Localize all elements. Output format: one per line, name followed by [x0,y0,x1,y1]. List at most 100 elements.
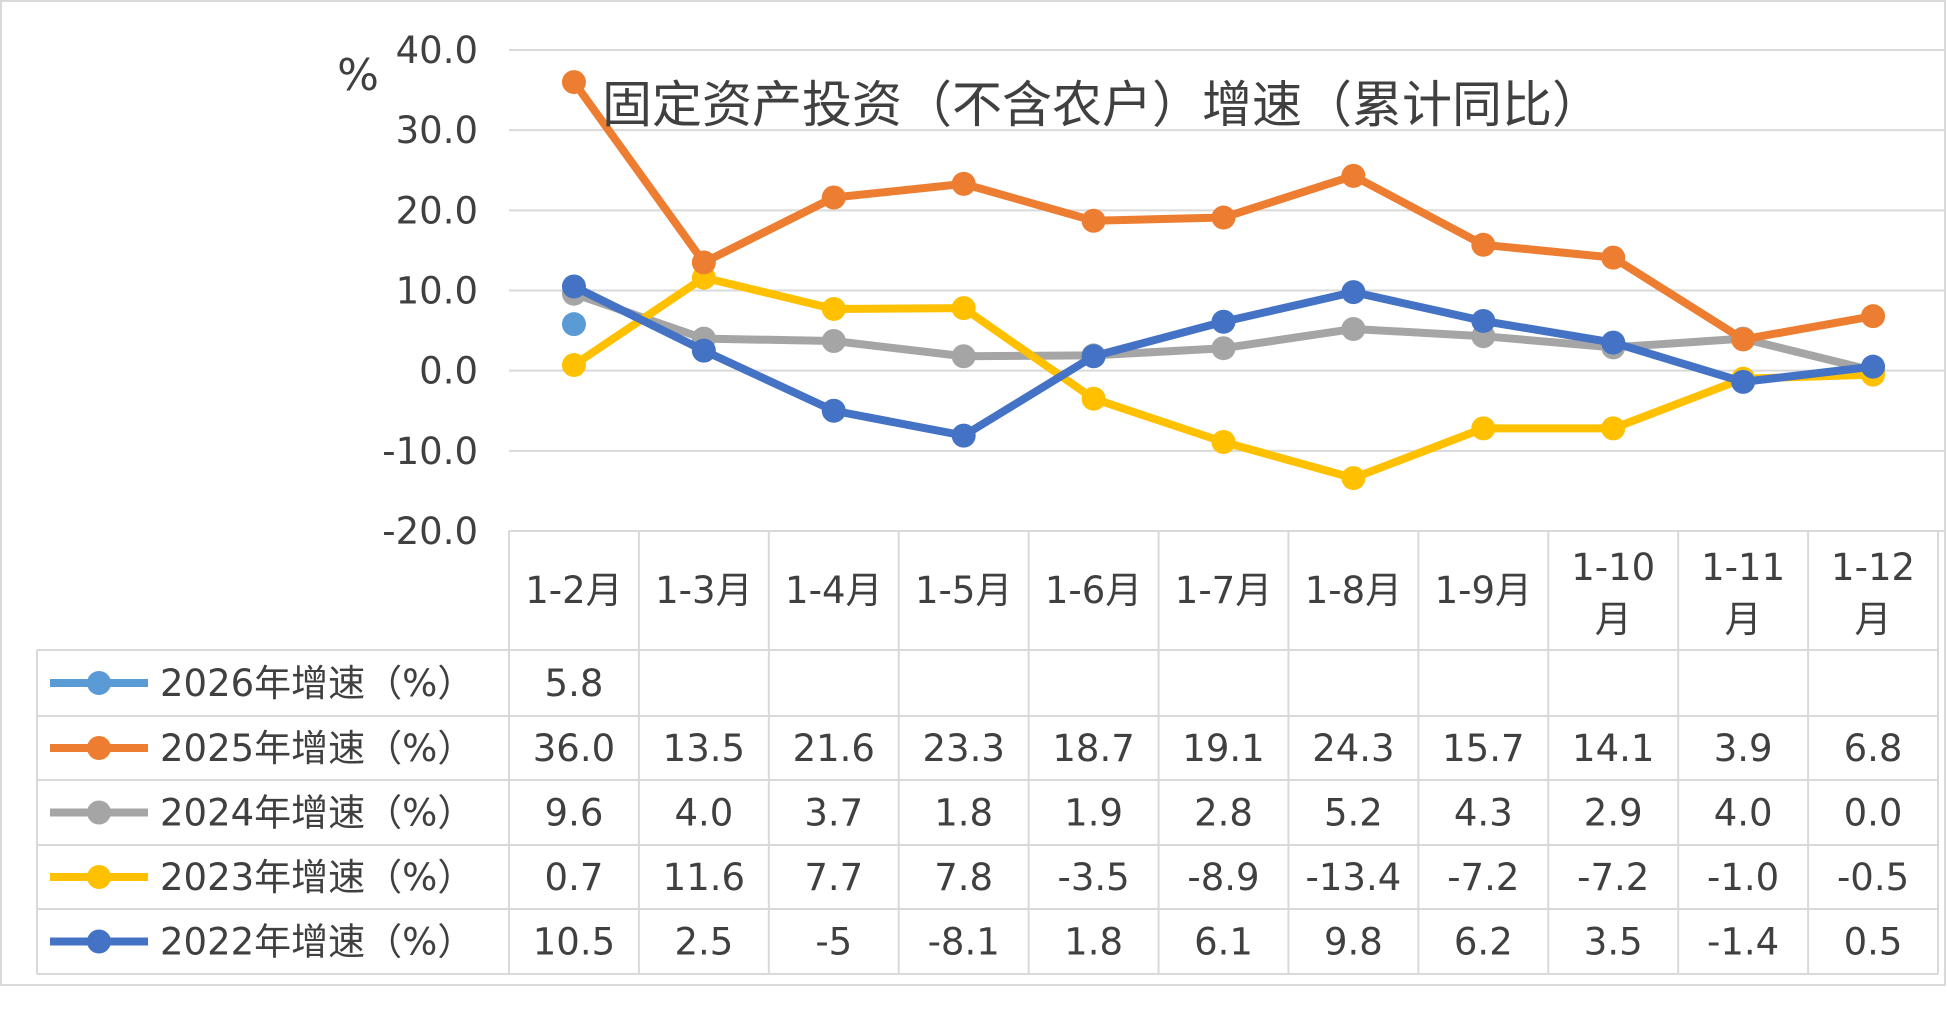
y-tick-label: 10.0 [396,270,478,313]
x-tick-label: 1-12 [1831,546,1915,589]
data-point [1211,205,1236,230]
y-tick-label: 30.0 [396,109,478,152]
data-point [951,344,976,369]
data-point [951,171,976,196]
data-point [1341,466,1366,491]
y-tick-label: 20.0 [396,189,478,232]
data-label: 11.6 [663,856,745,899]
x-tick-label: 1-7月 [1175,569,1272,612]
data-label: -1.4 [1707,921,1779,964]
data-label: -8.1 [928,921,1000,964]
data-point [1731,327,1756,352]
data-point [1081,344,1106,369]
data-label: 5.2 [1324,792,1383,835]
data-label: 4.0 [674,792,733,835]
data-point [1341,280,1366,305]
data-label: 0.7 [545,856,604,899]
data-point [821,296,846,321]
legend-label: 2024年增速（%） [160,792,474,835]
data-point [821,398,846,423]
legend-label: 2023年增速（%） [160,856,474,899]
data-point [1081,208,1106,233]
data-point [691,338,716,363]
data-label: 6.2 [1454,921,1513,964]
data-label: -7.2 [1447,856,1519,899]
data-point [1471,232,1496,257]
data-label: 7.7 [804,856,863,899]
x-tick-label-suffix: 月 [1855,598,1892,641]
data-label: 4.3 [1454,792,1513,835]
data-label: -3.5 [1057,856,1129,899]
x-tick-label: 1-2月 [525,569,622,612]
data-point [1341,316,1366,341]
data-label: 1.8 [1064,921,1123,964]
legend-marker [87,865,111,889]
data-label: 3.5 [1584,921,1643,964]
legend-marker [87,800,111,825]
chart-border [0,0,1946,986]
y-tick-label: 0.0 [419,350,478,393]
data-point [561,274,586,299]
data-point [561,70,586,95]
legend-label: 2022年增速（%） [160,921,474,964]
data-point [821,329,846,354]
data-point [1471,308,1496,333]
data-label: 3.7 [804,792,863,835]
x-tick-label: 1-3月 [655,569,752,612]
legend-marker [87,671,111,695]
data-label: 21.6 [793,727,875,770]
x-tick-label: 1-11 [1701,546,1785,589]
data-label: -7.2 [1577,856,1649,899]
x-tick-label: 1-5月 [915,569,1012,612]
data-label: -0.5 [1837,856,1909,899]
data-label: 1.8 [934,792,993,835]
data-label: 2.8 [1194,792,1253,835]
data-point [1601,330,1626,355]
data-label: -13.4 [1306,856,1402,899]
data-point [1211,309,1236,334]
x-tick-label: 1-4月 [785,569,882,612]
data-label: -1.0 [1707,856,1779,899]
data-label: 6.8 [1844,727,1903,770]
y-tick-label: -20.0 [382,510,478,553]
data-point [951,296,976,321]
data-label: 5.8 [545,662,604,705]
y-axis-label: % [337,50,379,101]
data-label: 9.8 [1324,921,1383,964]
data-point [1601,245,1626,270]
data-point [1861,304,1886,329]
data-point [561,353,586,378]
legend-label: 2026年增速（%） [160,662,474,705]
data-label: 23.3 [922,727,1004,770]
x-tick-label: 1-10 [1571,546,1655,589]
data-label: 7.8 [934,856,993,899]
data-label: 4.0 [1714,792,1773,835]
data-point [1081,386,1106,411]
data-point [1731,369,1756,394]
y-tick-label: 40.0 [396,29,478,72]
data-label: 19.1 [1182,727,1264,770]
data-label: 10.5 [533,921,615,964]
x-tick-label-suffix: 月 [1725,598,1762,641]
data-label: 36.0 [533,727,615,770]
legend-label: 2025年增速（%） [160,727,474,770]
data-point [691,250,716,275]
data-label: 9.6 [545,792,604,835]
data-point [561,312,586,337]
x-tick-label: 1-6月 [1045,569,1142,612]
data-point [951,423,976,448]
data-label: 18.7 [1052,727,1134,770]
data-label: 1.9 [1064,792,1123,835]
x-tick-label-suffix: 月 [1595,598,1632,641]
data-label: 6.1 [1194,921,1253,964]
data-label: 13.5 [663,727,745,770]
data-label: 2.5 [674,921,733,964]
x-tick-label: 1-8月 [1305,569,1402,612]
data-point [1341,163,1366,188]
data-label: 3.9 [1714,727,1773,770]
data-point [821,185,846,210]
data-label: 15.7 [1442,727,1524,770]
legend-marker [87,736,111,760]
data-label: -8.9 [1187,856,1259,899]
